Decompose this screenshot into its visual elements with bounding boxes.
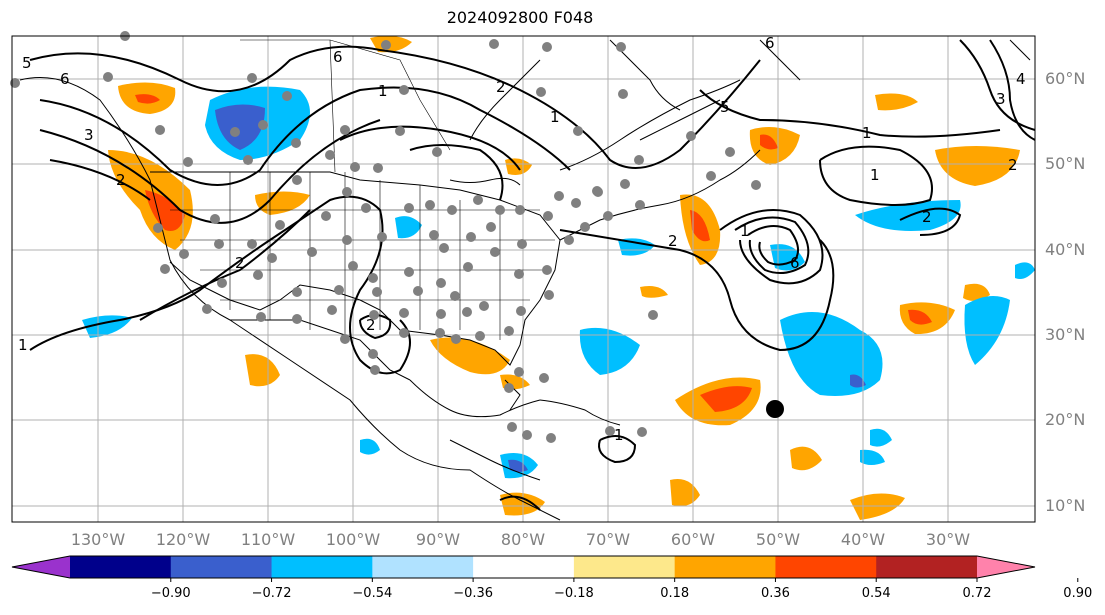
contour-label: 1 (550, 108, 560, 126)
colorbar-tick-label: 0.72 (963, 586, 992, 601)
contour-label: 1 (378, 82, 388, 100)
contour-label: 2 (366, 316, 376, 334)
contour-label: 6 (333, 48, 343, 66)
contour-label: 3 (84, 126, 94, 144)
contour-label: 5 (22, 54, 32, 72)
contour-label: 1 (740, 222, 750, 240)
colorbar-tick-label: −0.18 (554, 586, 594, 601)
lon-label: 90°W (416, 530, 460, 549)
lat-label: 50°N (1045, 154, 1085, 173)
colorbar-segment (674, 556, 776, 578)
colorbar-segment (70, 556, 172, 578)
colorbar-tick-label: 0.36 (761, 586, 790, 601)
longitude-labels: 130°W 120°W 110°W 100°W 90°W 80°W 70°W 6… (71, 530, 970, 549)
contour-labels: 5 6 6 1 2 1 6 1 2 3 4 5 2 1 2 2 1 1 2 2 … (18, 34, 1026, 444)
storm-marker (766, 400, 784, 418)
colorbar-tick-label: 0.18 (660, 586, 689, 601)
lat-label: 20°N (1045, 410, 1085, 429)
contour-label: 2 (496, 78, 506, 96)
contour-label: 2 (116, 171, 126, 189)
shaded-regions (82, 35, 1035, 520)
contour-label: 2 (235, 254, 245, 272)
colorbar-segment (372, 556, 474, 578)
contour-label: 6 (790, 254, 800, 272)
contour-label: 4 (1016, 70, 1026, 88)
contour-label: 6 (60, 70, 70, 88)
colorbar-outline (11, 555, 1036, 579)
colorbar-segment (876, 556, 978, 578)
contour-label: 6 (765, 34, 775, 52)
lon-label: 110°W (241, 530, 296, 549)
colorbar-segment (271, 556, 373, 578)
lon-label: 100°W (326, 530, 381, 549)
lon-label: 60°W (671, 530, 715, 549)
colorbar-segment (12, 556, 70, 578)
state-borders (170, 39, 555, 340)
lon-label: 70°W (586, 530, 630, 549)
lon-label: 40°W (841, 530, 885, 549)
lon-label: 130°W (71, 530, 126, 549)
map-frame (11, 35, 1036, 523)
colorbar-tick-label: −0.90 (151, 586, 191, 601)
colorbar-tick-label: 0.54 (862, 586, 891, 601)
colorbar-segment (473, 556, 575, 578)
lat-label: 60°N (1045, 69, 1085, 88)
colorbar-tick-label: −0.36 (453, 586, 493, 601)
lat-label: 10°N (1045, 496, 1085, 515)
lon-label: 80°W (501, 530, 545, 549)
colorbar-segment (775, 556, 877, 578)
colorbar: −0.90 −0.72 −0.54 −0.36 −0.18 0.18 0.36 0.54 0.7… (11, 555, 1092, 601)
contour-label: 2 (922, 208, 932, 226)
contour-label: 1 (870, 166, 880, 184)
colorbar-tick-label: −0.72 (252, 586, 292, 601)
colorbar-segment (573, 556, 676, 578)
latitude-labels: 60°N 50°N 40°N 30°N 20°N 10°N (1045, 69, 1085, 515)
colorbar-tick-label: −0.54 (352, 586, 392, 601)
contour-label: 1 (862, 124, 872, 142)
map-title: 2024092800 F048 (446, 8, 594, 27)
station-dots (10, 31, 761, 443)
lon-label: 120°W (156, 530, 211, 549)
contour-label: 2 (668, 232, 678, 250)
lon-label: 30°W (926, 530, 970, 549)
contour-label: 1 (18, 336, 28, 354)
colorbar-segment (170, 556, 273, 578)
lat-label: 30°N (1045, 325, 1085, 344)
lat-label: 40°N (1045, 240, 1085, 259)
contour-lines (29, 39, 1036, 511)
colorbar-segment (977, 556, 1035, 578)
colorbar-tick-label: 0.90 (1063, 586, 1092, 601)
contour-label: 5 (720, 98, 730, 116)
contour-label: 1 (614, 426, 624, 444)
lon-label: 50°W (756, 530, 800, 549)
contour-label: 3 (996, 90, 1006, 108)
contour-label: 2 (1008, 156, 1018, 174)
